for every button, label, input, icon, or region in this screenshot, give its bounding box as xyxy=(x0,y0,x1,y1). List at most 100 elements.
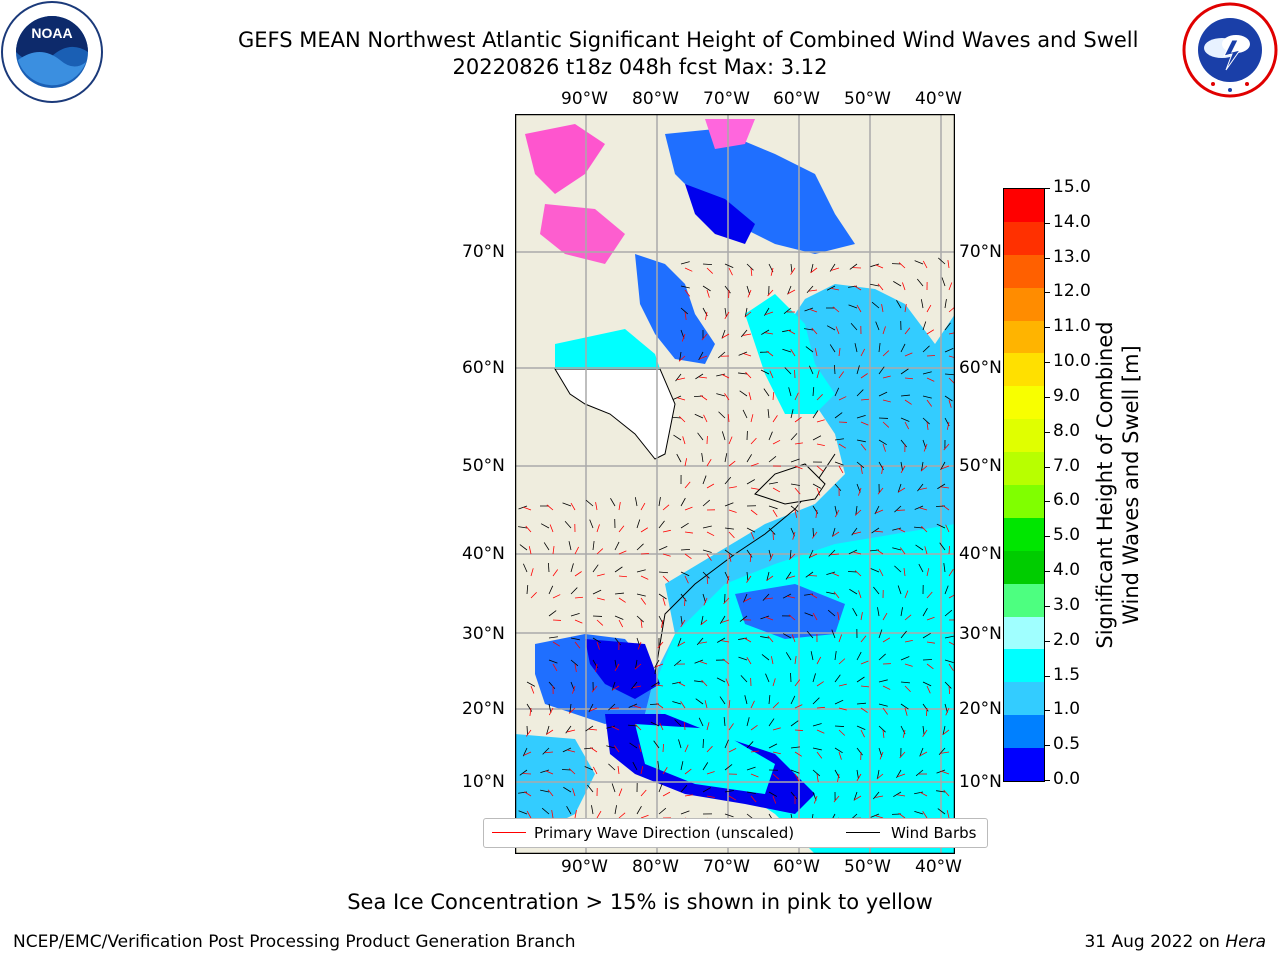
lon-label: 80°W xyxy=(632,857,679,877)
wave-direction-arrow xyxy=(919,487,928,491)
wind-barb xyxy=(636,519,641,529)
wind-barb xyxy=(804,612,814,617)
lat-label: 60°N xyxy=(959,358,1002,378)
wind-barb xyxy=(787,285,792,295)
wave-direction-arrow xyxy=(838,751,842,760)
wind-barb xyxy=(629,742,638,749)
wind-barb xyxy=(570,587,578,595)
wave-direction-arrow xyxy=(706,553,712,561)
wind-barb xyxy=(768,549,772,559)
wind-barb xyxy=(592,564,599,573)
wind-barb xyxy=(698,717,704,727)
lat-label: 10°N xyxy=(462,772,505,792)
wind-barb xyxy=(900,368,909,375)
wind-barbs xyxy=(518,257,955,849)
wind-barb xyxy=(566,805,572,815)
wave-direction-arrow xyxy=(706,267,714,274)
wave-direction-arrow xyxy=(706,575,709,585)
colorbar-tick-mark xyxy=(1044,675,1050,677)
wind-barb xyxy=(944,635,954,639)
wave-direction-arrow xyxy=(926,568,930,577)
wave-direction-arrow xyxy=(897,773,906,778)
wave-direction-arrow xyxy=(659,722,664,731)
wave-direction-arrow xyxy=(816,443,825,447)
wave-direction-arrow xyxy=(552,546,555,555)
wave-direction-arrow xyxy=(544,751,554,754)
colorbar-tick-label: 7.0 xyxy=(1053,455,1081,476)
wind-barb xyxy=(636,543,644,551)
wave-direction-arrow xyxy=(743,353,752,357)
wave-direction-arrow xyxy=(699,355,708,360)
wind-barb xyxy=(614,592,624,595)
wave-direction-arrow xyxy=(882,707,888,715)
wind-barb xyxy=(614,659,617,669)
wind-barb xyxy=(519,544,528,551)
wind-barb xyxy=(672,681,682,685)
wind-barb xyxy=(873,586,880,595)
wave-direction-arrow xyxy=(567,749,576,753)
wave-direction-arrow xyxy=(530,685,535,694)
colorbar-band xyxy=(1004,254,1044,288)
colorbar-tick-label: 15.0 xyxy=(1053,177,1091,197)
wave-direction-arrow xyxy=(662,553,671,557)
wave-direction-arrow xyxy=(640,619,643,628)
wind-barb xyxy=(871,527,880,534)
wave-direction-arrow xyxy=(814,348,818,357)
wind-barb xyxy=(542,747,550,755)
wind-barb xyxy=(653,740,660,749)
wind-barb xyxy=(702,762,709,771)
wave-direction-arrow xyxy=(772,702,779,709)
wind-barb xyxy=(721,329,726,339)
wave-direction-arrow xyxy=(574,619,583,624)
wave-direction-arrow xyxy=(948,569,954,577)
wave-direction-arrow xyxy=(546,729,554,735)
wind-barb xyxy=(746,479,755,485)
wind-barb xyxy=(592,637,601,644)
wind-barb xyxy=(812,527,814,538)
wave-direction-arrow xyxy=(948,355,955,359)
wind-barb xyxy=(651,681,660,688)
wave-direction-arrow xyxy=(772,487,781,493)
wind-barb xyxy=(585,499,594,507)
wind-barb xyxy=(697,432,704,441)
wind-barb xyxy=(876,769,880,779)
wave-direction-arrow xyxy=(926,377,935,382)
wave-direction-arrow xyxy=(772,751,781,755)
wind-barb xyxy=(922,632,931,639)
lon-label: 70°W xyxy=(703,89,750,109)
wave-direction-arrow xyxy=(706,771,715,775)
wind-barb xyxy=(680,615,683,625)
wave-direction-arrow xyxy=(662,597,666,606)
wind-barb xyxy=(570,612,580,617)
wind-barb xyxy=(804,307,814,312)
wind-barb xyxy=(856,769,859,779)
wave-direction-arrow xyxy=(946,810,950,819)
wind-barb xyxy=(856,747,863,756)
wind-barb xyxy=(763,388,770,397)
wave-direction-arrow xyxy=(766,350,774,357)
wave-direction-arrow xyxy=(725,678,730,687)
wave-direction-arrow xyxy=(838,396,847,401)
wind-barb xyxy=(570,659,579,667)
colorbar-tick-mark xyxy=(1044,780,1050,781)
wave-direction-arrow xyxy=(875,815,884,819)
wind-barb xyxy=(944,659,954,663)
wave-direction-arrow xyxy=(815,509,818,518)
wave-direction-arrow xyxy=(728,267,733,276)
wave-direction-arrow xyxy=(727,414,730,423)
wave-direction-arrow xyxy=(897,487,906,493)
wind-barb xyxy=(678,739,682,749)
colorbar-band xyxy=(1004,682,1044,716)
wave-direction-arrow xyxy=(635,724,642,731)
wind-barb xyxy=(878,343,881,353)
wind-barb xyxy=(914,505,924,510)
wind-barb xyxy=(848,304,858,309)
wave-direction-arrow xyxy=(787,595,796,599)
wave-direction-arrow xyxy=(640,766,644,775)
wave-direction-arrow xyxy=(789,553,796,560)
wave-direction-arrow xyxy=(903,568,906,577)
wave-direction-arrow xyxy=(684,575,689,584)
wave-height-map[interactable] xyxy=(515,114,955,854)
wind-barb xyxy=(849,588,858,595)
wind-barb xyxy=(608,703,616,711)
